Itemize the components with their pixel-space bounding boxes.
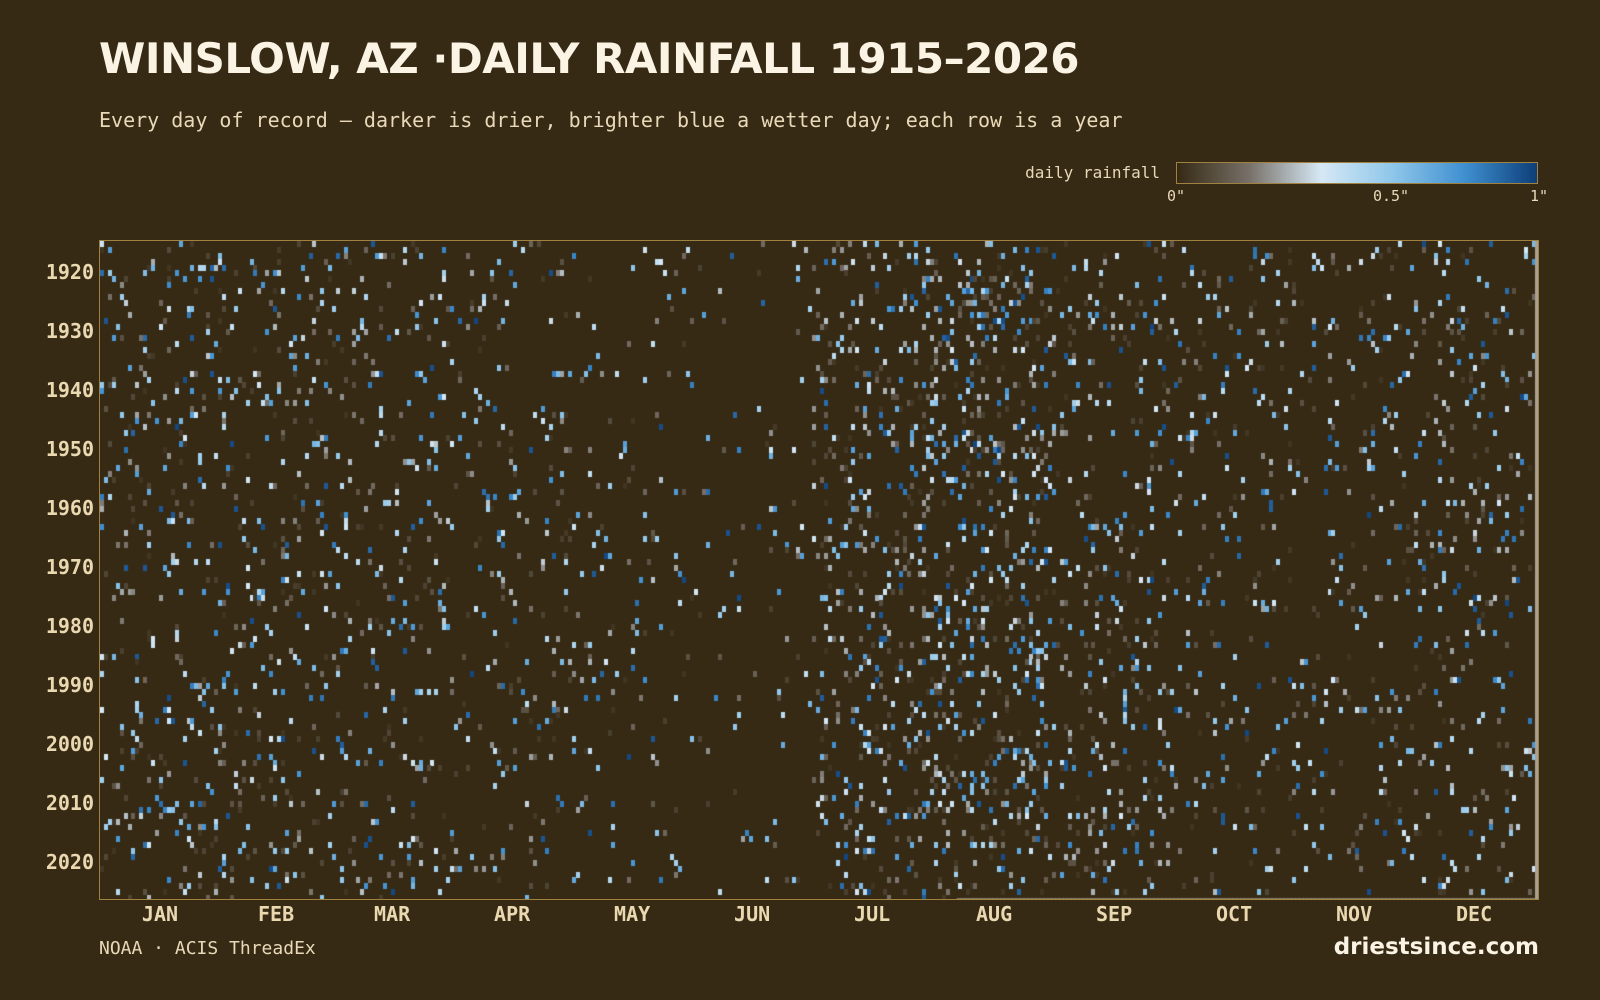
- x-tick-label: MAR: [374, 902, 411, 926]
- y-tick-label: 1980: [45, 613, 94, 638]
- y-tick-label: 1930: [45, 319, 94, 344]
- colorbar-tick-0: 0": [1166, 187, 1186, 205]
- x-tick-label: JAN: [141, 902, 179, 926]
- x-tick-label: FEB: [257, 902, 295, 926]
- heatmap-plot-area: [99, 240, 1539, 900]
- y-tick-label: 1990: [45, 672, 94, 697]
- brand-link[interactable]: driestsince.com: [1333, 934, 1539, 960]
- x-tick-label: JUL: [854, 902, 891, 926]
- heatmap-cells: [100, 241, 1538, 899]
- y-tick-label: 2000: [45, 731, 94, 756]
- y-tick-label: 1940: [45, 378, 94, 403]
- colorbar-tick-max: 1": [1529, 187, 1549, 205]
- colorbar: [1176, 162, 1538, 184]
- y-tick-label: 1950: [45, 437, 94, 462]
- x-tick-label: AUG: [976, 902, 1013, 926]
- x-tick-label: SEP: [1096, 902, 1133, 926]
- source-credit: NOAA · ACIS ThreadEx: [99, 938, 316, 959]
- x-tick-label: APR: [494, 902, 531, 926]
- x-tick-label: JUN: [734, 902, 771, 926]
- y-tick-label: 2020: [45, 849, 94, 874]
- colorbar-tick-mid: 0.5": [1372, 187, 1410, 205]
- y-tick-label: 1970: [45, 555, 94, 580]
- chart-subtitle: Every day of record — darker is drier, b…: [99, 108, 1123, 132]
- x-tick-label: NOV: [1336, 902, 1373, 926]
- x-tick-label: MAY: [614, 902, 651, 926]
- chart-title: WINSLOW, AZ ·DAILY RAINFALL 1915–2026: [99, 34, 1080, 83]
- colorbar-label: daily rainfall: [1025, 163, 1160, 182]
- x-tick-label: OCT: [1216, 902, 1253, 926]
- y-tick-label: 2010: [45, 790, 94, 815]
- y-tick-label: 1960: [45, 496, 94, 521]
- y-tick-label: 1920: [45, 260, 94, 285]
- x-tick-label: DEC: [1456, 902, 1493, 926]
